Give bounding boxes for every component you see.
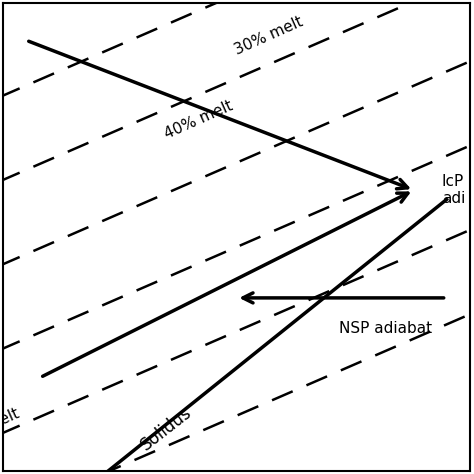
Text: Solidus: Solidus (137, 404, 195, 455)
Text: NSP adiabat: NSP adiabat (339, 321, 432, 337)
Text: % melt: % melt (0, 407, 21, 442)
Text: 30% melt: 30% melt (232, 14, 306, 57)
Text: 40% melt: 40% melt (163, 98, 236, 142)
Text: IcP
adi: IcP adi (442, 174, 465, 206)
